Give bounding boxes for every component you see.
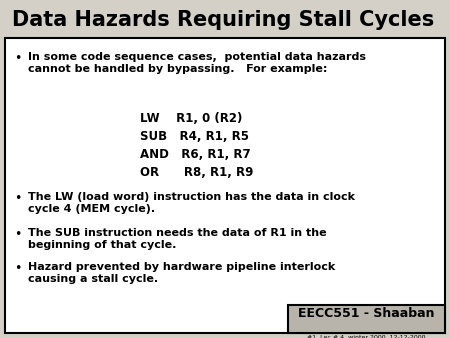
Text: The SUB instruction needs the data of R1 in the
beginning of that cycle.: The SUB instruction needs the data of R1… [28,228,327,249]
Text: OR      R8, R1, R9: OR R8, R1, R9 [140,166,253,179]
FancyBboxPatch shape [5,38,445,333]
Text: #1  Lec # 4  winter 2000  12-12-2000: #1 Lec # 4 winter 2000 12-12-2000 [307,335,426,338]
FancyBboxPatch shape [288,305,445,333]
Text: •: • [14,228,22,241]
Text: Data Hazards Requiring Stall Cycles: Data Hazards Requiring Stall Cycles [12,10,434,30]
Text: EECC551 - Shaaban: EECC551 - Shaaban [298,307,435,320]
Text: Hazard prevented by hardware pipeline interlock
causing a stall cycle.: Hazard prevented by hardware pipeline in… [28,262,335,284]
Text: •: • [14,52,22,65]
Text: LW    R1, 0 (R2): LW R1, 0 (R2) [140,112,243,125]
Text: AND   R6, R1, R7: AND R6, R1, R7 [140,148,251,161]
Text: The LW (load word) instruction has the data in clock
cycle 4 (MEM cycle).: The LW (load word) instruction has the d… [28,192,355,214]
Text: In some code sequence cases,  potential data hazards
cannot be handled by bypass: In some code sequence cases, potential d… [28,52,366,74]
Text: •: • [14,192,22,205]
Text: •: • [14,262,22,275]
Text: SUB   R4, R1, R5: SUB R4, R1, R5 [140,130,249,143]
